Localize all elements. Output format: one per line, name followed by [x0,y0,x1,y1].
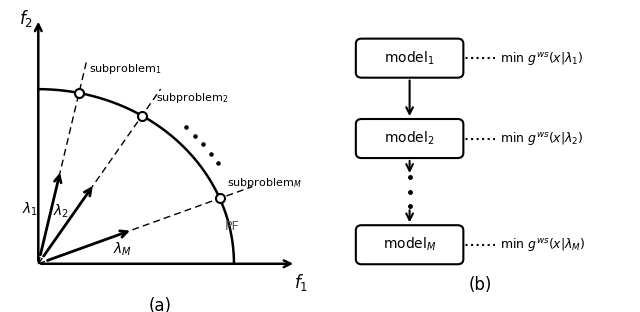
Text: min $g^{ws}(x|\lambda_2)$: min $g^{ws}(x|\lambda_2)$ [500,130,584,147]
Text: min $g^{ws}(x|\lambda_1)$: min $g^{ws}(x|\lambda_1)$ [500,50,584,67]
Text: subproblem$_1$: subproblem$_1$ [88,62,161,76]
Text: PF: PF [225,220,239,233]
Text: (b): (b) [468,275,492,294]
Text: model$_M$: model$_M$ [383,236,436,253]
FancyBboxPatch shape [356,39,463,78]
Text: min $g^{ws}(x|\lambda_M)$: min $g^{ws}(x|\lambda_M)$ [500,236,586,253]
Text: $f_1$: $f_1$ [294,272,308,293]
Text: $\lambda_M$: $\lambda_M$ [113,241,132,258]
Text: (a): (a) [148,297,172,312]
FancyBboxPatch shape [356,119,463,158]
Text: $f_2$: $f_2$ [19,8,33,29]
Text: subproblem$_2$: subproblem$_2$ [156,91,228,105]
Text: model$_1$: model$_1$ [384,50,435,67]
Text: $\lambda_1$: $\lambda_1$ [22,201,38,218]
FancyBboxPatch shape [356,225,463,264]
Text: $\lambda_2$: $\lambda_2$ [53,203,69,221]
Text: subproblem$_M$: subproblem$_M$ [227,176,301,190]
Text: model$_2$: model$_2$ [384,130,435,147]
